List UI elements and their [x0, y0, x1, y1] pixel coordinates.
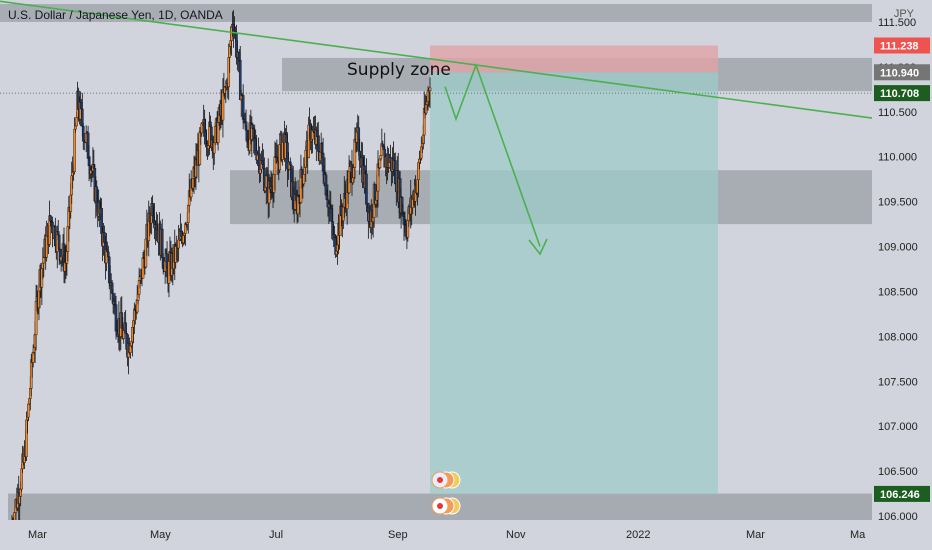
y-tick-label: 107.500 — [878, 376, 918, 388]
top-zone — [0, 4, 872, 22]
y-tick-label: 109.000 — [878, 242, 918, 254]
price-tag-label: 106.246 — [880, 489, 920, 501]
x-tick-label: May — [150, 529, 171, 541]
x-tick-label: Jul — [269, 529, 283, 541]
x-tick-label: Nov — [506, 529, 526, 541]
candle-body — [75, 117, 78, 127]
candle-body — [365, 173, 368, 205]
price-tag-label: 111.238 — [880, 41, 919, 53]
y-tick-label: 110.000 — [878, 152, 917, 164]
supply-zone-label: Supply zone — [347, 60, 451, 80]
candle-body — [302, 174, 306, 185]
trendline — [0, 0, 873, 119]
chart-title: U.S. Dollar / Japanese Yen, 1D, OANDA — [8, 8, 223, 22]
price-tag — [874, 64, 930, 81]
candle-body — [428, 87, 432, 91]
y-tick-label: 108.500 — [878, 286, 918, 298]
candle-body — [74, 125, 77, 130]
arrow-head — [528, 238, 548, 256]
x-tick-label: 2022 — [626, 529, 650, 541]
price-tag-label: 110.708 — [880, 88, 919, 100]
candle-body — [57, 234, 61, 250]
candle-body — [177, 239, 180, 249]
currency-label: JPY — [893, 8, 914, 20]
x-tick-label: Sep — [388, 529, 408, 541]
price-tag — [874, 37, 930, 54]
candle-body — [379, 155, 383, 160]
flag-mark — [437, 503, 443, 509]
candle-body — [42, 257, 46, 264]
candle-body — [289, 161, 292, 166]
flag-mark — [437, 477, 443, 483]
x-tick-label: Mar — [28, 529, 47, 541]
x-axis — [0, 520, 932, 550]
price-tag-label: 110.940 — [880, 67, 919, 79]
candle-body — [73, 128, 76, 172]
take-profit-zone — [430, 72, 718, 494]
y-tick-label: 106.500 — [878, 466, 918, 478]
y-tick-label: 111.500 — [878, 17, 916, 29]
x-tick-label: Mar — [746, 529, 765, 541]
x-tick-label: Ma — [850, 529, 866, 541]
price-tag — [874, 485, 930, 502]
candle-body — [27, 403, 30, 418]
projection-path — [444, 62, 541, 247]
y-tick-label: 109.500 — [878, 197, 918, 209]
y-tick-label: 110.500 — [878, 107, 917, 119]
price-tag — [874, 85, 930, 102]
stop-loss-zone — [430, 45, 718, 73]
y-tick-label: 108.000 — [878, 331, 918, 343]
y-tick-label: 107.000 — [878, 421, 918, 433]
